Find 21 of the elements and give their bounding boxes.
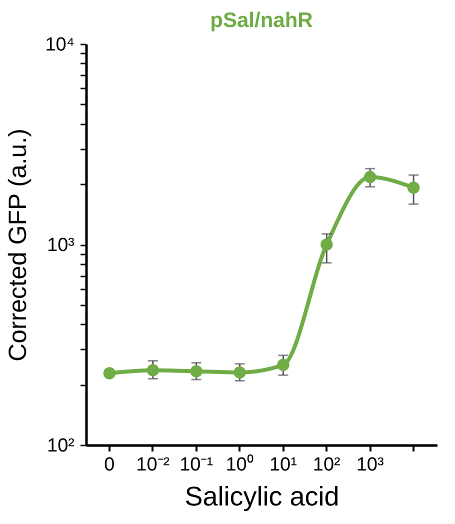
y-tick-label: 10³ [47, 235, 74, 256]
point [234, 366, 246, 379]
point [103, 367, 116, 380]
point [364, 170, 376, 184]
x-tick-label: 10² [312, 454, 340, 476]
y-tick-label: 10² [47, 436, 74, 456]
y-axis-title: Corrected GFP (a.u.) [4, 128, 32, 362]
x-axis-title: Salicylic acid [184, 482, 340, 512]
x-tick-label: 10³ [356, 454, 384, 476]
x-tick-label: 10¹ [269, 454, 297, 476]
point [277, 358, 290, 371]
point [146, 364, 160, 376]
chart-title: pSal/nahR [210, 9, 313, 32]
x-tick-label: 10⁻² [136, 454, 170, 476]
y-tick-label: 10⁴ [45, 34, 74, 56]
point [407, 182, 420, 194]
x-tick-label: 0 [104, 454, 115, 476]
x-tick-label: 10⁰ [226, 454, 254, 476]
point [320, 238, 333, 251]
x-tick-label: 10⁻¹ [180, 454, 214, 476]
point [190, 365, 202, 378]
